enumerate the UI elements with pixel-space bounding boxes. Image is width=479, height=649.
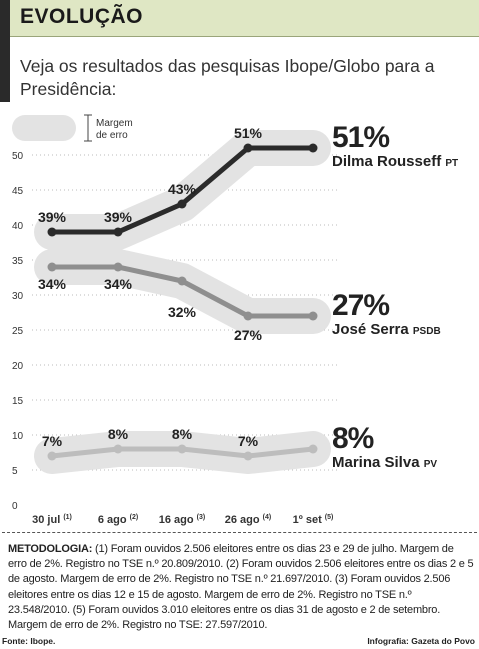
chart-subtitle: Veja os resultados das pesquisas Ibope/G… [20, 56, 435, 99]
methodology-label: METODOLOGIA: [8, 543, 93, 555]
series-name-text: José Serra [332, 321, 413, 338]
y-tick-label: 10 [12, 431, 24, 442]
point-label: 32% [168, 304, 197, 320]
series-party: PV [424, 459, 438, 470]
data-point [113, 227, 123, 237]
methodology: METODOLOGIA: (1) Foram ouvidos 2.506 ele… [8, 542, 474, 633]
x-tick-note: (4) [263, 514, 272, 521]
data-point [243, 311, 253, 321]
point-label: 8% [108, 426, 129, 442]
series-name: Marina Silva PV [332, 454, 437, 471]
legend-label: Margem de erro [96, 118, 133, 141]
infographic-credit: Infografia: Gazeta do Povo [367, 636, 475, 646]
x-tick-note: (5) [325, 514, 334, 521]
series-name-text: Dilma Rousseff [332, 153, 445, 170]
point-label: 43% [168, 181, 197, 197]
point-label: 34% [38, 276, 67, 292]
y-tick-label: 0 [12, 501, 18, 512]
y-tick-label: 50 [12, 151, 24, 162]
header: EVOLUÇÃO [0, 0, 479, 36]
data-point [177, 199, 187, 209]
y-tick-label: 35 [12, 256, 24, 267]
series-name: Dilma Rousseff PT [332, 153, 458, 170]
data-point [177, 444, 187, 454]
divider [2, 532, 477, 533]
data-point [47, 262, 57, 272]
series-name: José Serra PSDB [332, 321, 441, 338]
series-final-value: 27% [332, 289, 389, 322]
point-label: 34% [104, 276, 133, 292]
data-point [113, 444, 123, 454]
data-point [308, 444, 318, 454]
x-tick-label: 26 ago (4) [225, 514, 271, 526]
series-party: PSDB [413, 326, 441, 337]
y-tick-label: 25 [12, 326, 24, 337]
methodology-text: (1) Foram ouvidos 2.506 eleitores entre … [8, 543, 474, 632]
data-point [113, 262, 123, 272]
data-point [243, 143, 253, 153]
x-axis: 30 jul (1) 6 ago (2) 16 ago (3) 26 ago (4) 1… [32, 514, 333, 526]
point-label: 8% [172, 426, 193, 442]
x-tick-note: (1) [63, 514, 72, 521]
side-accent-bar [0, 36, 10, 102]
source-credit: Fonte: Ibope. [2, 636, 56, 646]
y-tick-label: 30 [12, 291, 24, 302]
y-tick-label: 45 [12, 186, 24, 197]
x-tick-label: 16 ago (3) [159, 514, 205, 526]
point-label: 27% [234, 327, 263, 343]
line-chart: Margem de erro 0 5 10 15 20 25 30 35 40 45 50 39% 39… [12, 114, 458, 526]
series-party: PT [445, 158, 458, 169]
data-point [47, 451, 57, 461]
y-tick-label: 20 [12, 361, 24, 372]
data-point [243, 451, 253, 461]
data-point [47, 227, 57, 237]
data-point [308, 143, 318, 153]
x-tick-label: 30 jul (1) [32, 514, 72, 526]
header-rule [0, 36, 479, 37]
point-label: 39% [104, 209, 133, 225]
x-tick-label: 1º set (5) [293, 514, 334, 526]
point-label: 7% [42, 433, 63, 449]
legend-band-swatch [12, 115, 76, 141]
header-accent-bar [0, 0, 10, 36]
x-tick-note: (2) [130, 514, 139, 521]
legend-bracket [84, 114, 92, 142]
series-final-value: 51% [332, 121, 389, 154]
y-tick-label: 15 [12, 396, 24, 407]
point-label: 39% [38, 209, 67, 225]
series-lines [47, 143, 318, 461]
x-tick-note: (3) [197, 514, 206, 521]
data-point [308, 311, 318, 321]
legend: Margem de erro [12, 114, 133, 142]
series-final-value: 8% [332, 422, 374, 455]
point-label: 51% [234, 125, 263, 141]
point-label: 7% [238, 433, 259, 449]
series-name-text: Marina Silva [332, 454, 424, 471]
x-tick-label: 6 ago (2) [98, 514, 138, 526]
y-tick-label: 5 [12, 466, 18, 477]
data-point [177, 276, 187, 286]
y-tick-label: 40 [12, 221, 24, 232]
header-title: EVOLUÇÃO [20, 5, 144, 28]
